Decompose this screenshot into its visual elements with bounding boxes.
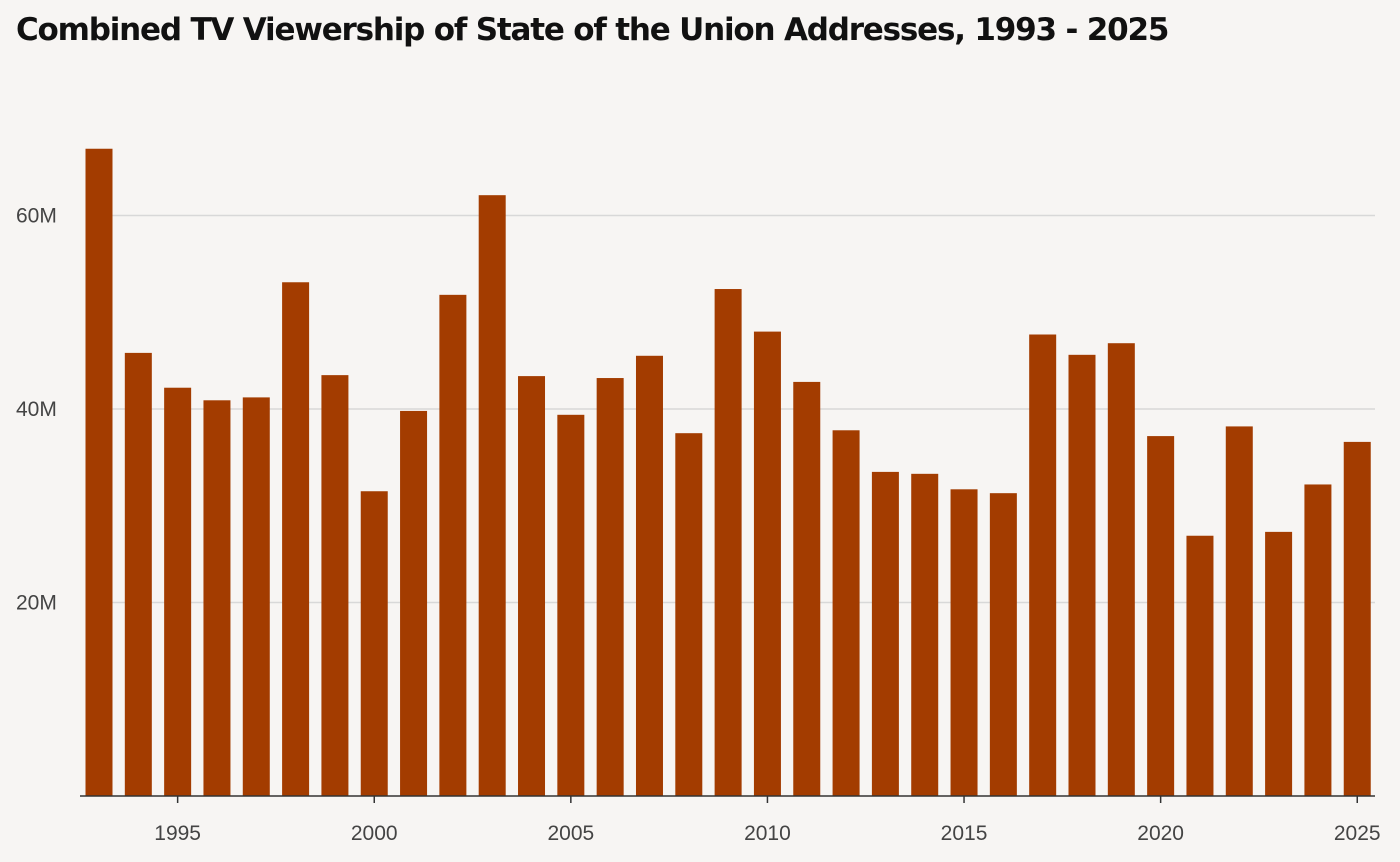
bar-2018 (1068, 354, 1096, 796)
bar-2025 (1343, 441, 1371, 796)
bar-2003 (478, 195, 506, 796)
y-axis-ticks: 20M 40M 60M (16, 205, 57, 615)
bar-2013 (871, 471, 899, 796)
bar-2024 (1304, 484, 1332, 796)
bar-2022 (1225, 426, 1253, 796)
bar-2017 (1029, 334, 1057, 796)
bar-2014 (911, 473, 939, 796)
bar-2005 (557, 414, 585, 796)
x-tick-label: 1995 (154, 822, 201, 845)
bar-2007 (635, 355, 663, 796)
chart-title: Combined TV Viewership of State of the U… (16, 12, 1169, 48)
bar-2002 (439, 294, 467, 796)
bar-2009 (714, 289, 742, 796)
bar-2008 (675, 433, 703, 796)
bar-2012 (832, 430, 860, 796)
bar-2021 (1186, 535, 1214, 796)
bar-2016 (989, 493, 1017, 796)
bar-2023 (1265, 531, 1293, 796)
bar-2020 (1147, 436, 1175, 796)
bars (85, 148, 1371, 796)
bar-2019 (1107, 343, 1135, 796)
bar-1996 (203, 400, 231, 796)
x-tick-label: 2005 (547, 822, 594, 845)
x-tick-label: 2025 (1334, 822, 1381, 845)
bar-1997 (242, 397, 270, 796)
y-tick-label: 60M (16, 205, 57, 228)
bar-2006 (596, 378, 624, 796)
bar-1998 (282, 282, 310, 796)
bar-2010 (753, 331, 781, 796)
y-tick-label: 40M (16, 398, 57, 421)
bar-1995 (164, 387, 192, 796)
bar-2004 (518, 376, 546, 796)
bar-1993 (85, 148, 113, 796)
y-tick-label: 20M (16, 592, 57, 615)
bar-2011 (793, 381, 821, 796)
x-tick-label: 2000 (351, 822, 398, 845)
bar-1994 (124, 352, 152, 796)
x-tick-label: 2020 (1137, 822, 1184, 845)
bar-2000 (360, 491, 388, 796)
bar-2015 (950, 489, 978, 796)
bar-1999 (321, 375, 349, 796)
bar-2001 (400, 410, 428, 796)
x-tick-label: 2015 (941, 822, 988, 845)
x-axis-ticks: 1995 2000 2005 2010 2015 2020 2025 (154, 796, 1381, 845)
x-tick-label: 2010 (744, 822, 791, 845)
